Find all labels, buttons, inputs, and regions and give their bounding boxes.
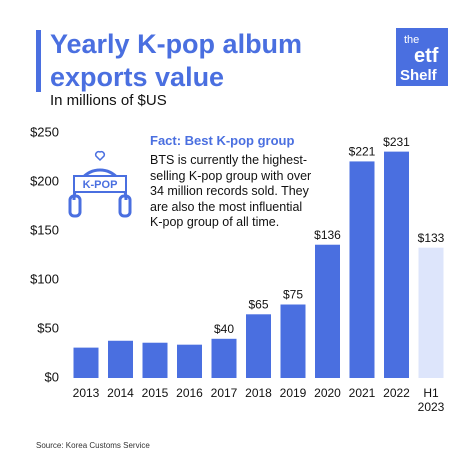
source: Source: Korea Customs Service <box>36 441 150 450</box>
x-tick-label: 2017 <box>210 386 238 400</box>
bar <box>315 244 340 378</box>
x-tick-label: 2018 <box>245 386 272 400</box>
y-tick-label: $200 <box>30 173 59 188</box>
x-tick-label: 2015 <box>141 386 169 400</box>
bar <box>142 342 168 378</box>
logo-text: Shelf <box>400 67 438 84</box>
bar <box>211 338 237 378</box>
bar <box>246 314 271 378</box>
x-tick-label: 2020 <box>314 386 341 400</box>
fact-title: Fact: Best K-pop group <box>150 133 295 148</box>
y-tick-label: $150 <box>30 222 59 237</box>
y-tick-label: $0 <box>45 369 59 384</box>
chart-title: Yearly K-pop album exports value <box>50 29 303 92</box>
x-tick-label: 2013 <box>72 386 100 400</box>
bar <box>280 304 306 378</box>
fact-text: K-pop group of all time. <box>150 215 280 229</box>
value-label: $136 <box>314 228 341 242</box>
headphone-icon <box>68 150 132 218</box>
value-label: $75 <box>283 288 303 302</box>
logo-text: etf <box>414 45 439 67</box>
fact-text: 34 million records sold. They <box>150 184 309 198</box>
logo-box <box>396 28 448 86</box>
x-tick-label: 2019 <box>279 386 307 400</box>
y-tick-label: $50 <box>37 320 59 335</box>
bar <box>108 340 133 378</box>
x-tick-label: H1 2023 <box>417 386 445 414</box>
value-label: $221 <box>349 145 376 159</box>
value-label: $133 <box>418 231 445 245</box>
x-tick-label: 2016 <box>176 386 203 400</box>
logo-text: the <box>404 34 419 46</box>
value-label: $231 <box>383 135 410 149</box>
chart-subtitle: In millions of $US <box>50 92 167 109</box>
x-tick-label: 2014 <box>107 386 134 400</box>
x-tick-label: 2021 <box>348 386 376 400</box>
title-accent <box>36 30 41 92</box>
fact-text: selling K-pop group with over <box>150 168 312 183</box>
fact-text: are also the most influential <box>150 199 303 214</box>
bar <box>418 247 444 378</box>
value-label: $40 <box>214 322 234 336</box>
value-label: $65 <box>248 297 268 311</box>
bar <box>73 347 99 378</box>
fact-text: BTS is currently the highest- <box>150 153 308 167</box>
icon-label: K-POP <box>83 179 118 191</box>
bar <box>177 344 202 378</box>
y-tick-label: $250 <box>30 124 59 139</box>
bar <box>349 161 375 378</box>
x-tick-label: 2022 <box>383 386 410 400</box>
bar <box>384 151 409 378</box>
y-tick-label: $100 <box>30 271 59 286</box>
